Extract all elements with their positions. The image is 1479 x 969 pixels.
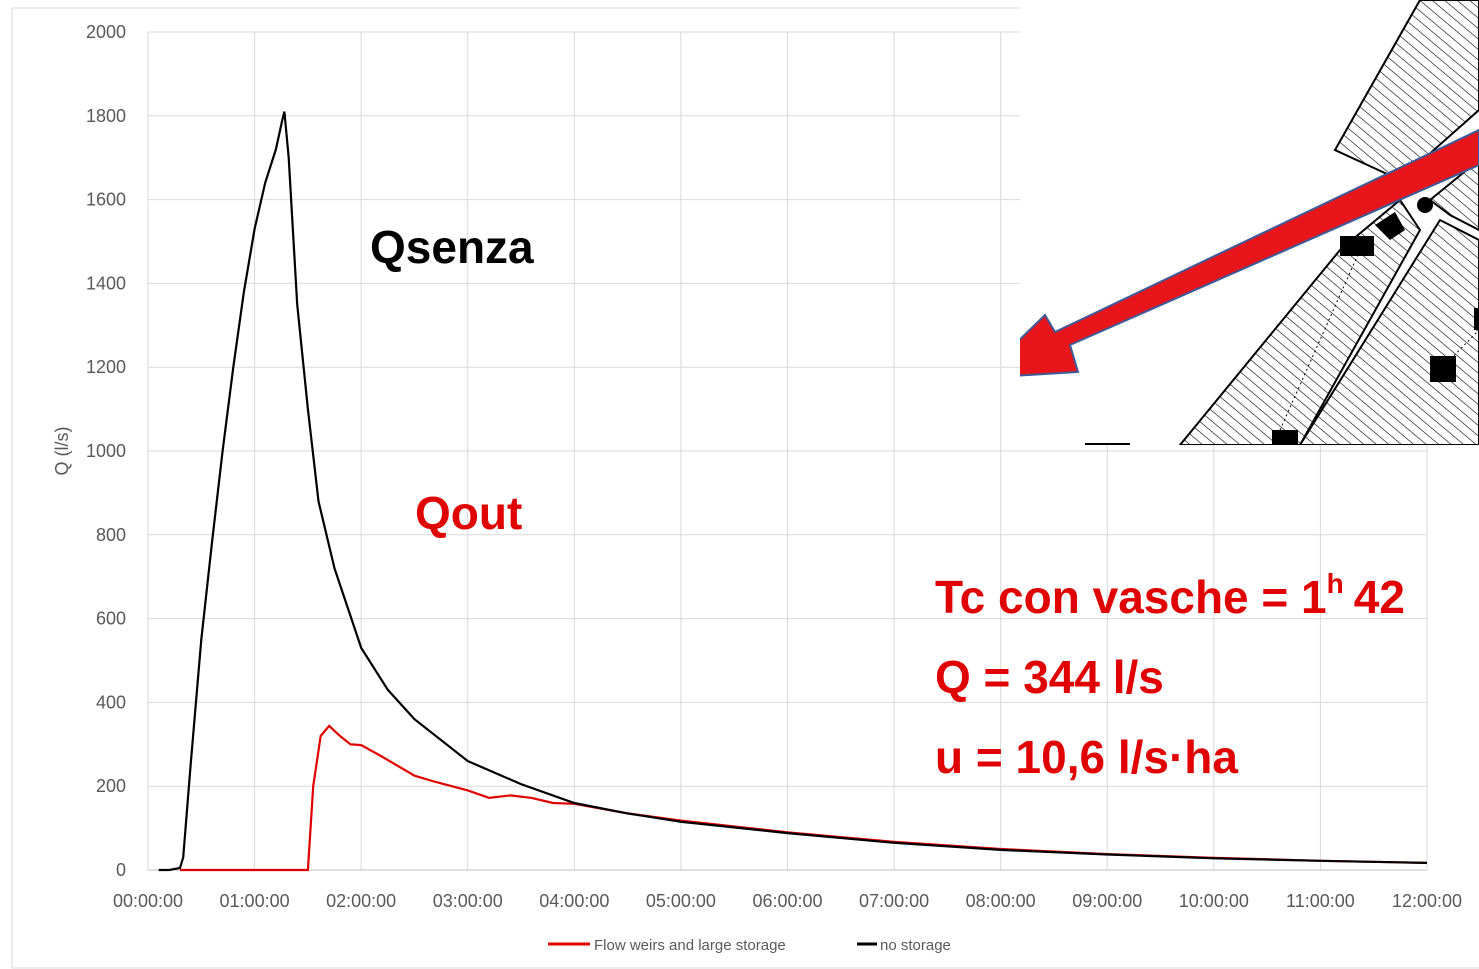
annotation: Tc con vasche = 1h 42 (935, 568, 1405, 623)
annotations: Qsenza Qout Tc con vasche = 1h 42 Q = 344… (370, 221, 1405, 783)
plot: 0 200 400 600 800 1000 1200 1400 1600 1800 2000 00:… (52, 22, 1462, 954)
x-tick-label: 07:00:00 (859, 891, 929, 911)
diagram (1020, 0, 1479, 445)
legend-label: Flow weirs and large storage (594, 937, 786, 954)
area (1298, 218, 1479, 445)
annotation: Qsenza (370, 221, 534, 273)
node (1375, 212, 1405, 240)
y-tick-label: 2000 (86, 22, 126, 42)
annotation-part: h (1327, 568, 1344, 599)
x-tick-label: 08:00:00 (966, 891, 1036, 911)
legend-label: no storage (880, 937, 951, 954)
node (1340, 236, 1374, 256)
node (1417, 197, 1433, 213)
x-tick-label: 04:00:00 (539, 891, 609, 911)
x-tick-label: 06:00:00 (752, 891, 822, 911)
y-axis-label: Q (l/s) (52, 427, 72, 476)
y-tick-label: 200 (96, 776, 126, 796)
y-tick-label: 1800 (86, 106, 126, 126)
y-tick-label: 1600 (86, 190, 126, 210)
x-tick-label: 05:00:00 (646, 891, 716, 911)
y-tick-label: 400 (96, 692, 126, 712)
y-tick-label: 0 (116, 860, 126, 880)
annotation-part: 42 (1354, 571, 1405, 623)
node (1272, 430, 1298, 445)
y-tick-label: 800 (96, 525, 126, 545)
node (1430, 356, 1456, 382)
area (1428, 158, 1479, 232)
pipe (1439, 329, 1479, 371)
annotation: Qout (415, 487, 522, 539)
y-tick-label: 1200 (86, 357, 126, 377)
x-tick-label: 00:00:00 (113, 891, 183, 911)
x-tick-label: 11:00:00 (1286, 891, 1355, 911)
y-tick-label: 600 (96, 609, 126, 629)
x-tick-label: 12:00:00 (1392, 891, 1462, 911)
y-tick-label: 1000 (86, 441, 126, 461)
annotation: u = 10,6 l/s·ha (935, 731, 1238, 783)
annotation-part: Tc con vasche = 1 (935, 571, 1327, 623)
series-line (158, 111, 1428, 872)
x-tick-label: 03:00:00 (433, 891, 503, 911)
x-tick-label: 01:00:00 (220, 891, 290, 911)
x-tick-label: 09:00:00 (1072, 891, 1142, 911)
x-tick-label: 10:00:00 (1179, 891, 1249, 911)
y-tick-label: 1400 (86, 273, 126, 293)
x-tick-label: 02:00:00 (326, 891, 396, 911)
area (1178, 198, 1422, 445)
node (1474, 308, 1479, 330)
annotation: Q = 344 l/s (935, 651, 1164, 703)
arrow (1020, 128, 1479, 377)
